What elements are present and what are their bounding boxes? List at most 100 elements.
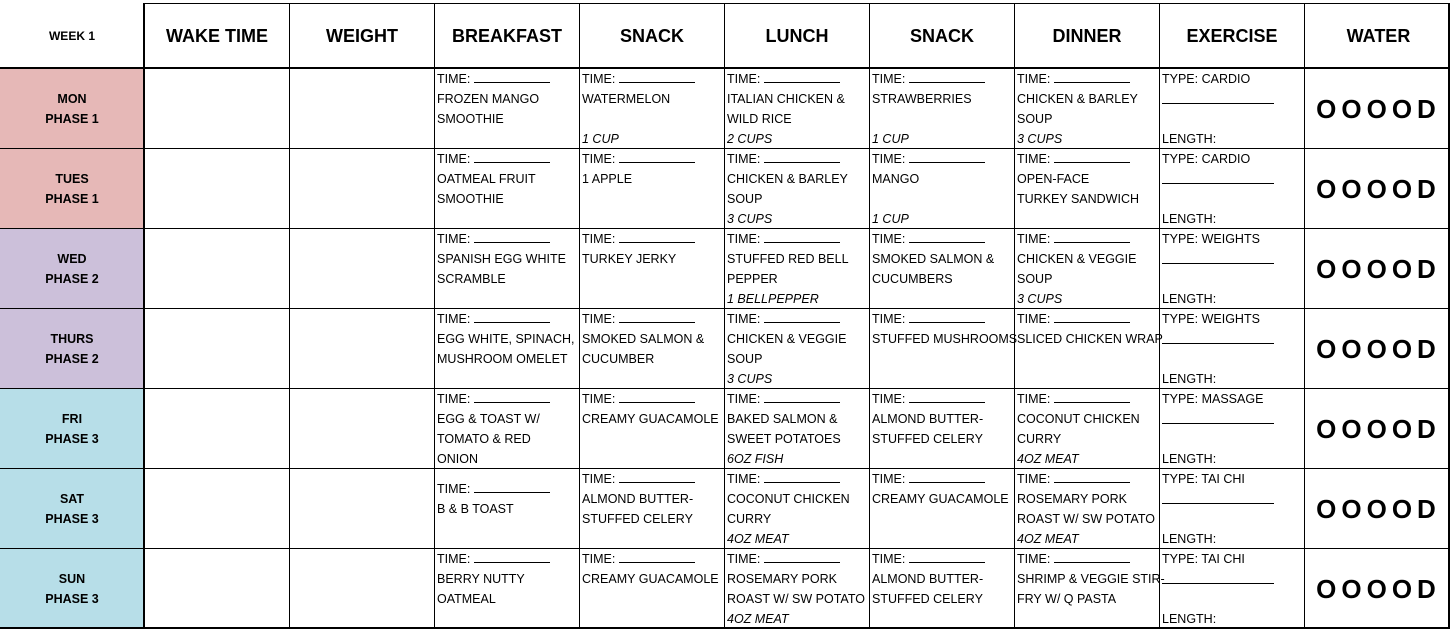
time-blank-line[interactable] <box>474 309 551 323</box>
time-blank-line[interactable] <box>909 149 986 163</box>
time-blank-line[interactable] <box>764 389 841 403</box>
time-blank-line[interactable] <box>474 69 551 83</box>
snack1-cell[interactable]: TIME: ALMOND BUTTER- STUFFED CELERY <box>580 469 725 549</box>
lunch-cell[interactable]: TIME: CHICKEN & BARLEY SOUP 3 CUPS <box>725 149 870 229</box>
exercise-blank-line[interactable] <box>1162 329 1305 349</box>
snack1-cell[interactable]: TIME: WATERMELON 1 CUP <box>580 69 725 149</box>
time-blank-line[interactable] <box>474 229 551 243</box>
wake-time-cell[interactable] <box>145 69 290 149</box>
weight-cell[interactable] <box>290 229 435 309</box>
snack2-cell[interactable]: TIME: STUFFED MUSHROOMS <box>870 309 1017 389</box>
lunch-cell[interactable]: TIME: STUFFED RED BELL PEPPER 1 BELLPEPPER <box>725 229 870 309</box>
time-blank-line[interactable] <box>1054 549 1131 563</box>
water-tracker[interactable]: OOOOD <box>1316 173 1441 204</box>
time-blank-line[interactable] <box>909 309 986 323</box>
water-tracker[interactable]: OOOOD <box>1316 573 1441 604</box>
wake-time-cell[interactable] <box>145 549 290 629</box>
time-blank-line[interactable] <box>619 389 696 403</box>
dinner-cell[interactable]: TIME: CHICKEN & VEGGIE SOUP 3 CUPS <box>1015 229 1160 309</box>
breakfast-cell[interactable]: TIME: EGG WHITE, SPINACH, MUSHROOM OMELET <box>435 309 580 389</box>
breakfast-cell[interactable]: TIME: B & B TOAST <box>435 469 580 549</box>
wake-time-cell[interactable] <box>145 229 290 309</box>
lunch-cell[interactable]: TIME: COCONUT CHICKEN CURRY 4OZ MEAT <box>725 469 870 549</box>
weight-cell[interactable] <box>290 549 435 629</box>
time-blank-line[interactable] <box>764 469 841 483</box>
time-blank-line[interactable] <box>619 309 696 323</box>
snack1-cell[interactable]: TIME: SMOKED SALMON & CUCUMBER <box>580 309 725 389</box>
time-blank-line[interactable] <box>764 149 841 163</box>
snack2-cell[interactable]: TIME: ALMOND BUTTER- STUFFED CELERY <box>870 389 1015 469</box>
time-blank-line[interactable] <box>764 309 841 323</box>
lunch-cell[interactable]: TIME: CHICKEN & VEGGIE SOUP 3 CUPS <box>725 309 870 389</box>
wake-time-cell[interactable] <box>145 389 290 469</box>
dinner-cell[interactable]: TIME: COCONUT CHICKEN CURRY 4OZ MEAT <box>1015 389 1160 469</box>
exercise-cell[interactable]: TYPE: MASSAGE LENGTH: <box>1160 389 1305 469</box>
time-blank-line[interactable] <box>619 469 696 483</box>
water-tracker[interactable]: OOOOD <box>1316 333 1441 364</box>
lunch-cell[interactable]: TIME: ITALIAN CHICKEN & WILD RICE 2 CUPS <box>725 69 870 149</box>
weight-cell[interactable] <box>290 309 435 389</box>
dinner-cell[interactable]: TIME: CHICKEN & BARLEY SOUP 3 CUPS <box>1015 69 1160 149</box>
exercise-blank-line[interactable] <box>1162 249 1305 269</box>
time-blank-line[interactable] <box>909 549 986 563</box>
breakfast-cell[interactable]: TIME: EGG & TOAST W/TOMATO & RED ONION <box>435 389 580 469</box>
exercise-cell[interactable]: TYPE: TAI CHI LENGTH: <box>1160 469 1305 549</box>
dinner-cell[interactable]: TIME: OPEN-FACE TURKEY SANDWICH <box>1015 149 1160 229</box>
exercise-cell[interactable]: TYPE: WEIGHTS LENGTH: <box>1160 309 1305 389</box>
time-blank-line[interactable] <box>1054 469 1131 483</box>
snack2-cell[interactable]: TIME: ALMOND BUTTER- STUFFED CELERY <box>870 549 1015 629</box>
time-blank-line[interactable] <box>1054 149 1131 163</box>
exercise-cell[interactable]: TYPE: TAI CHI LENGTH: <box>1160 549 1305 629</box>
snack1-cell[interactable]: TIME: TURKEY JERKY <box>580 229 725 309</box>
snack2-cell[interactable]: TIME: SMOKED SALMON & CUCUMBERS <box>870 229 1015 309</box>
exercise-blank-line[interactable] <box>1162 89 1305 109</box>
time-blank-line[interactable] <box>474 479 551 493</box>
time-blank-line[interactable] <box>619 149 696 163</box>
time-blank-line[interactable] <box>909 469 986 483</box>
time-blank-line[interactable] <box>909 69 986 83</box>
breakfast-cell[interactable]: TIME: SPANISH EGG WHITE SCRAMBLE <box>435 229 580 309</box>
time-blank-line[interactable] <box>1054 389 1131 403</box>
breakfast-cell[interactable]: TIME: FROZEN MANGO SMOOTHIE <box>435 69 580 149</box>
time-blank-line[interactable] <box>1054 69 1131 83</box>
time-blank-line[interactable] <box>1054 309 1131 323</box>
weight-cell[interactable] <box>290 389 435 469</box>
dinner-cell[interactable]: TIME: SLICED CHICKEN WRAP <box>1015 309 1163 389</box>
breakfast-cell[interactable]: TIME: BERRY NUTTY OATMEAL <box>435 549 580 629</box>
weight-cell[interactable] <box>290 149 435 229</box>
dinner-cell[interactable]: TIME: ROSEMARY PORK ROAST W/ SW POTATO 4OZ … <box>1015 469 1160 549</box>
snack1-cell[interactable]: TIME: 1 APPLE <box>580 149 725 229</box>
time-blank-line[interactable] <box>474 389 551 403</box>
exercise-cell[interactable]: TYPE: WEIGHTS LENGTH: <box>1160 229 1305 309</box>
exercise-blank-line[interactable] <box>1162 569 1305 589</box>
water-tracker[interactable]: OOOOD <box>1316 493 1441 524</box>
water-tracker[interactable]: OOOOD <box>1316 93 1441 124</box>
time-blank-line[interactable] <box>764 229 841 243</box>
time-blank-line[interactable] <box>1054 229 1131 243</box>
snack1-cell[interactable]: TIME: CREAMY GUACAMOLE <box>580 389 725 469</box>
lunch-cell[interactable]: TIME: ROSEMARY PORK ROAST W/ SW POTATO 4OZ … <box>725 549 870 629</box>
exercise-cell[interactable]: TYPE: CARDIO LENGTH: <box>1160 149 1305 229</box>
snack2-cell[interactable]: TIME: MANGO 1 CUP <box>870 149 1015 229</box>
water-tracker[interactable]: OOOOD <box>1316 413 1441 444</box>
snack1-cell[interactable]: TIME: CREAMY GUACAMOLE <box>580 549 725 629</box>
exercise-blank-line[interactable] <box>1162 169 1305 189</box>
time-blank-line[interactable] <box>619 229 696 243</box>
time-blank-line[interactable] <box>764 69 841 83</box>
snack2-cell[interactable]: TIME: CREAMY GUACAMOLE <box>870 469 1015 549</box>
wake-time-cell[interactable] <box>145 469 290 549</box>
weight-cell[interactable] <box>290 469 435 549</box>
time-blank-line[interactable] <box>619 549 696 563</box>
wake-time-cell[interactable] <box>145 149 290 229</box>
dinner-cell[interactable]: TIME: SHRIMP & VEGGIE STIR- FRY W/ Q PASTA <box>1015 549 1165 629</box>
time-blank-line[interactable] <box>909 389 986 403</box>
snack2-cell[interactable]: TIME: STRAWBERRIES 1 CUP <box>870 69 1015 149</box>
time-blank-line[interactable] <box>474 549 551 563</box>
time-blank-line[interactable] <box>909 229 986 243</box>
exercise-cell[interactable]: TYPE: CARDIO LENGTH: <box>1160 69 1305 149</box>
wake-time-cell[interactable] <box>145 309 290 389</box>
time-blank-line[interactable] <box>474 149 551 163</box>
exercise-blank-line[interactable] <box>1162 489 1305 509</box>
weight-cell[interactable] <box>290 69 435 149</box>
lunch-cell[interactable]: TIME: BAKED SALMON & SWEET POTATOES 6OZ FIS… <box>725 389 870 469</box>
